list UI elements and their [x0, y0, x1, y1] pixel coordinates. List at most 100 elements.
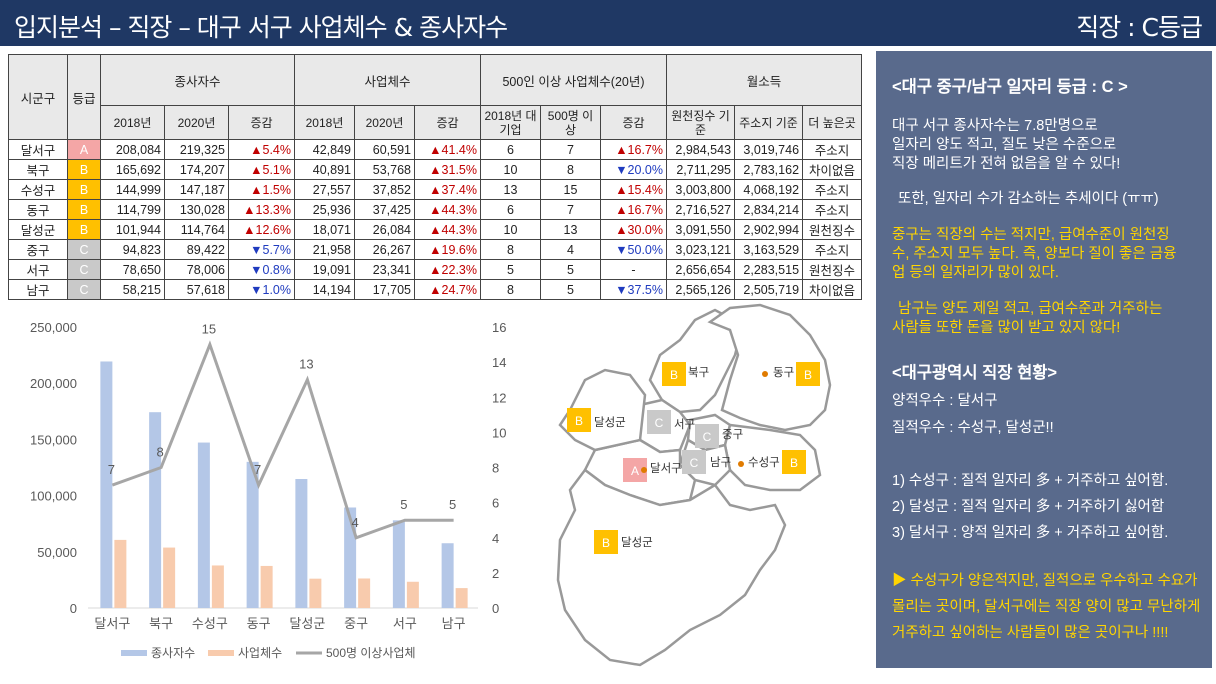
workers-change-cell: ▲13.3% — [228, 199, 295, 220]
large-change-cell: - — [599, 259, 668, 280]
x-tick-label: 수성구 — [192, 616, 228, 631]
subheader: 더 높은곳 — [802, 105, 863, 140]
business-2020-cell: 37,425 — [354, 199, 415, 220]
y-right-tick-label: 4 — [492, 531, 499, 546]
income-address-cell: 4,068,192 — [734, 179, 804, 200]
panel-highlight: 남구는 양도 제일 적고, 급여수준과 거주하는 — [898, 301, 1163, 317]
subheader: 2018년 — [100, 105, 165, 140]
map-district-label: 달성군 — [621, 535, 653, 549]
map-grade-box — [695, 424, 719, 448]
bar-business — [358, 578, 371, 608]
business-2020-cell: 53,768 — [354, 159, 415, 180]
income-withholding-cell: 2,656,654 — [666, 259, 736, 280]
business-2018-cell: 21,958 — [294, 239, 355, 260]
business-change-cell: ▲44.3% — [414, 219, 481, 240]
district-cell: 남구 — [8, 279, 68, 300]
income-address-cell: 2,902,994 — [734, 219, 804, 240]
workers-change-cell: ▲12.6% — [228, 219, 295, 240]
business-2020-cell: 26,084 — [354, 219, 415, 240]
business-change-cell: ▲22.3% — [414, 259, 481, 280]
workers-2018-cell: 94,823 — [100, 239, 165, 260]
bar-business — [455, 588, 468, 608]
map-district-label: 달성군 — [594, 415, 626, 429]
large-change-cell: ▲16.7% — [599, 139, 668, 160]
y-right-tick-label: 14 — [492, 355, 506, 370]
district-cell: 동구 — [8, 199, 68, 220]
line-large-business — [111, 340, 454, 540]
bar-business — [163, 547, 176, 608]
grade-cell: C — [67, 279, 101, 300]
workers-2020-cell: 147,187 — [164, 179, 229, 200]
large-2018-cell: 6 — [480, 139, 541, 160]
subheader: 증감 — [414, 105, 481, 140]
map-grade-letter: B — [804, 368, 812, 382]
x-tick-label: 동구 — [247, 616, 271, 631]
map-district-label: 중구 — [722, 429, 743, 441]
workers-2018-cell: 144,999 — [100, 179, 165, 200]
workers-change-cell: ▲1.5% — [228, 179, 295, 200]
large-2018-cell: 13 — [480, 179, 541, 200]
map-location-dot — [641, 467, 647, 473]
y-left-tick-label: 200,000 — [30, 376, 77, 391]
bar-business — [211, 565, 224, 608]
panel-conclusion: 몰리는 곳이며, 달서구에는 직장 양이 많고 무난하게 — [892, 599, 1201, 615]
x-tick-label: 중구 — [344, 616, 368, 631]
map-district-label: 서구 — [674, 418, 695, 431]
map-grade-letter: C — [690, 456, 699, 470]
table-row: 중구 C 94,823 89,422 ▼5.7% 21,958 26,267 ▲19.6% 8 4… — [8, 239, 863, 260]
large-change-cell: ▼20.0% — [599, 159, 668, 180]
subheader: 2018년 대기업 — [480, 105, 541, 140]
income-higher-cell: 주소지 — [802, 139, 863, 160]
panel-highlight: 수, 주소지 모두 높다. 즉, 양보다 질이 좋은 금융 — [892, 246, 1177, 262]
x-tick-label: 서구 — [393, 616, 417, 631]
district-table: 시군구 등급 종사자수 사업체수 500인 이상 사업체수(20년) 월소득 2… — [8, 54, 863, 300]
x-tick-label: 달성군 — [289, 616, 325, 631]
bar-workers — [441, 543, 454, 608]
bar-business — [309, 578, 322, 608]
panel-heading-status: <대구광역시 직장 현황> — [892, 364, 1058, 382]
district-cell: 서구 — [8, 259, 68, 280]
y-left-tick-label: 100,000 — [30, 489, 77, 504]
map-grade-box — [594, 530, 618, 554]
map-grade-letter: C — [703, 430, 712, 444]
map-grade-box — [647, 410, 671, 434]
district-cell: 달서구 — [8, 139, 68, 160]
workers-2020-cell: 78,006 — [164, 259, 229, 280]
y-left-tick-label: 150,000 — [30, 432, 77, 447]
business-2018-cell: 27,557 — [294, 179, 355, 200]
business-change-cell: ▲37.4% — [414, 179, 481, 200]
panel-list-item: 2) 달성군 : 질적 일자리 多 + 거주하기 싫어함 — [892, 499, 1165, 515]
line-data-label: 7 — [108, 462, 115, 477]
map-donggu — [707, 303, 832, 432]
workers-2020-cell: 57,618 — [164, 279, 229, 300]
combo-chart: 0 50,000 100,000 150,000 200,000 250,000 0 2 4 6 8… — [0, 310, 530, 680]
header-workers: 종사자수 — [100, 54, 295, 106]
table-row: 남구 C 58,215 57,618 ▼1.0% 14,194 17,705 ▲24.7% 8 5… — [8, 279, 863, 300]
large-change-cell: ▲30.0% — [599, 219, 668, 240]
y-right-tick-label: 10 — [492, 425, 506, 440]
legend-label-business: 사업체수 — [238, 646, 282, 660]
subheader: 주소지 기준 — [734, 105, 804, 140]
workers-2018-cell: 58,215 — [100, 279, 165, 300]
subheader: 2020년 — [164, 105, 229, 140]
business-change-cell: ▲24.7% — [414, 279, 481, 300]
large-2020-cell: 4 — [540, 239, 601, 260]
x-tick-label: 남구 — [442, 616, 466, 631]
line-data-label: 4 — [352, 515, 359, 530]
y-right-tick-label: 12 — [492, 390, 506, 405]
line-data-label: 5 — [400, 497, 407, 512]
map-grade-letter: B — [670, 368, 678, 382]
workers-2018-cell: 114,799 — [100, 199, 165, 220]
map-svg: B 북구 B 동구 B 달성군 C 서구 C 중구 A 달서구 C 남구 B 수성구 B 달성군 — [556, 303, 832, 667]
map-grade-box — [682, 450, 706, 474]
bar-business — [260, 565, 273, 608]
large-2020-cell: 5 — [540, 279, 601, 300]
business-2018-cell: 25,936 — [294, 199, 355, 220]
map-district-label: 동구 — [773, 367, 794, 379]
map-grade-letter: B — [790, 456, 798, 470]
map-markers: B 북구 B 동구 B 달성군 C 서구 C 중구 A 달서구 C 남구 B 수성구 B 달성군 — [567, 362, 820, 554]
income-withholding-cell: 2,565,126 — [666, 279, 736, 300]
income-withholding-cell: 3,003,800 — [666, 179, 736, 200]
workers-2018-cell: 165,692 — [100, 159, 165, 180]
large-change-cell: ▲15.4% — [599, 179, 668, 200]
